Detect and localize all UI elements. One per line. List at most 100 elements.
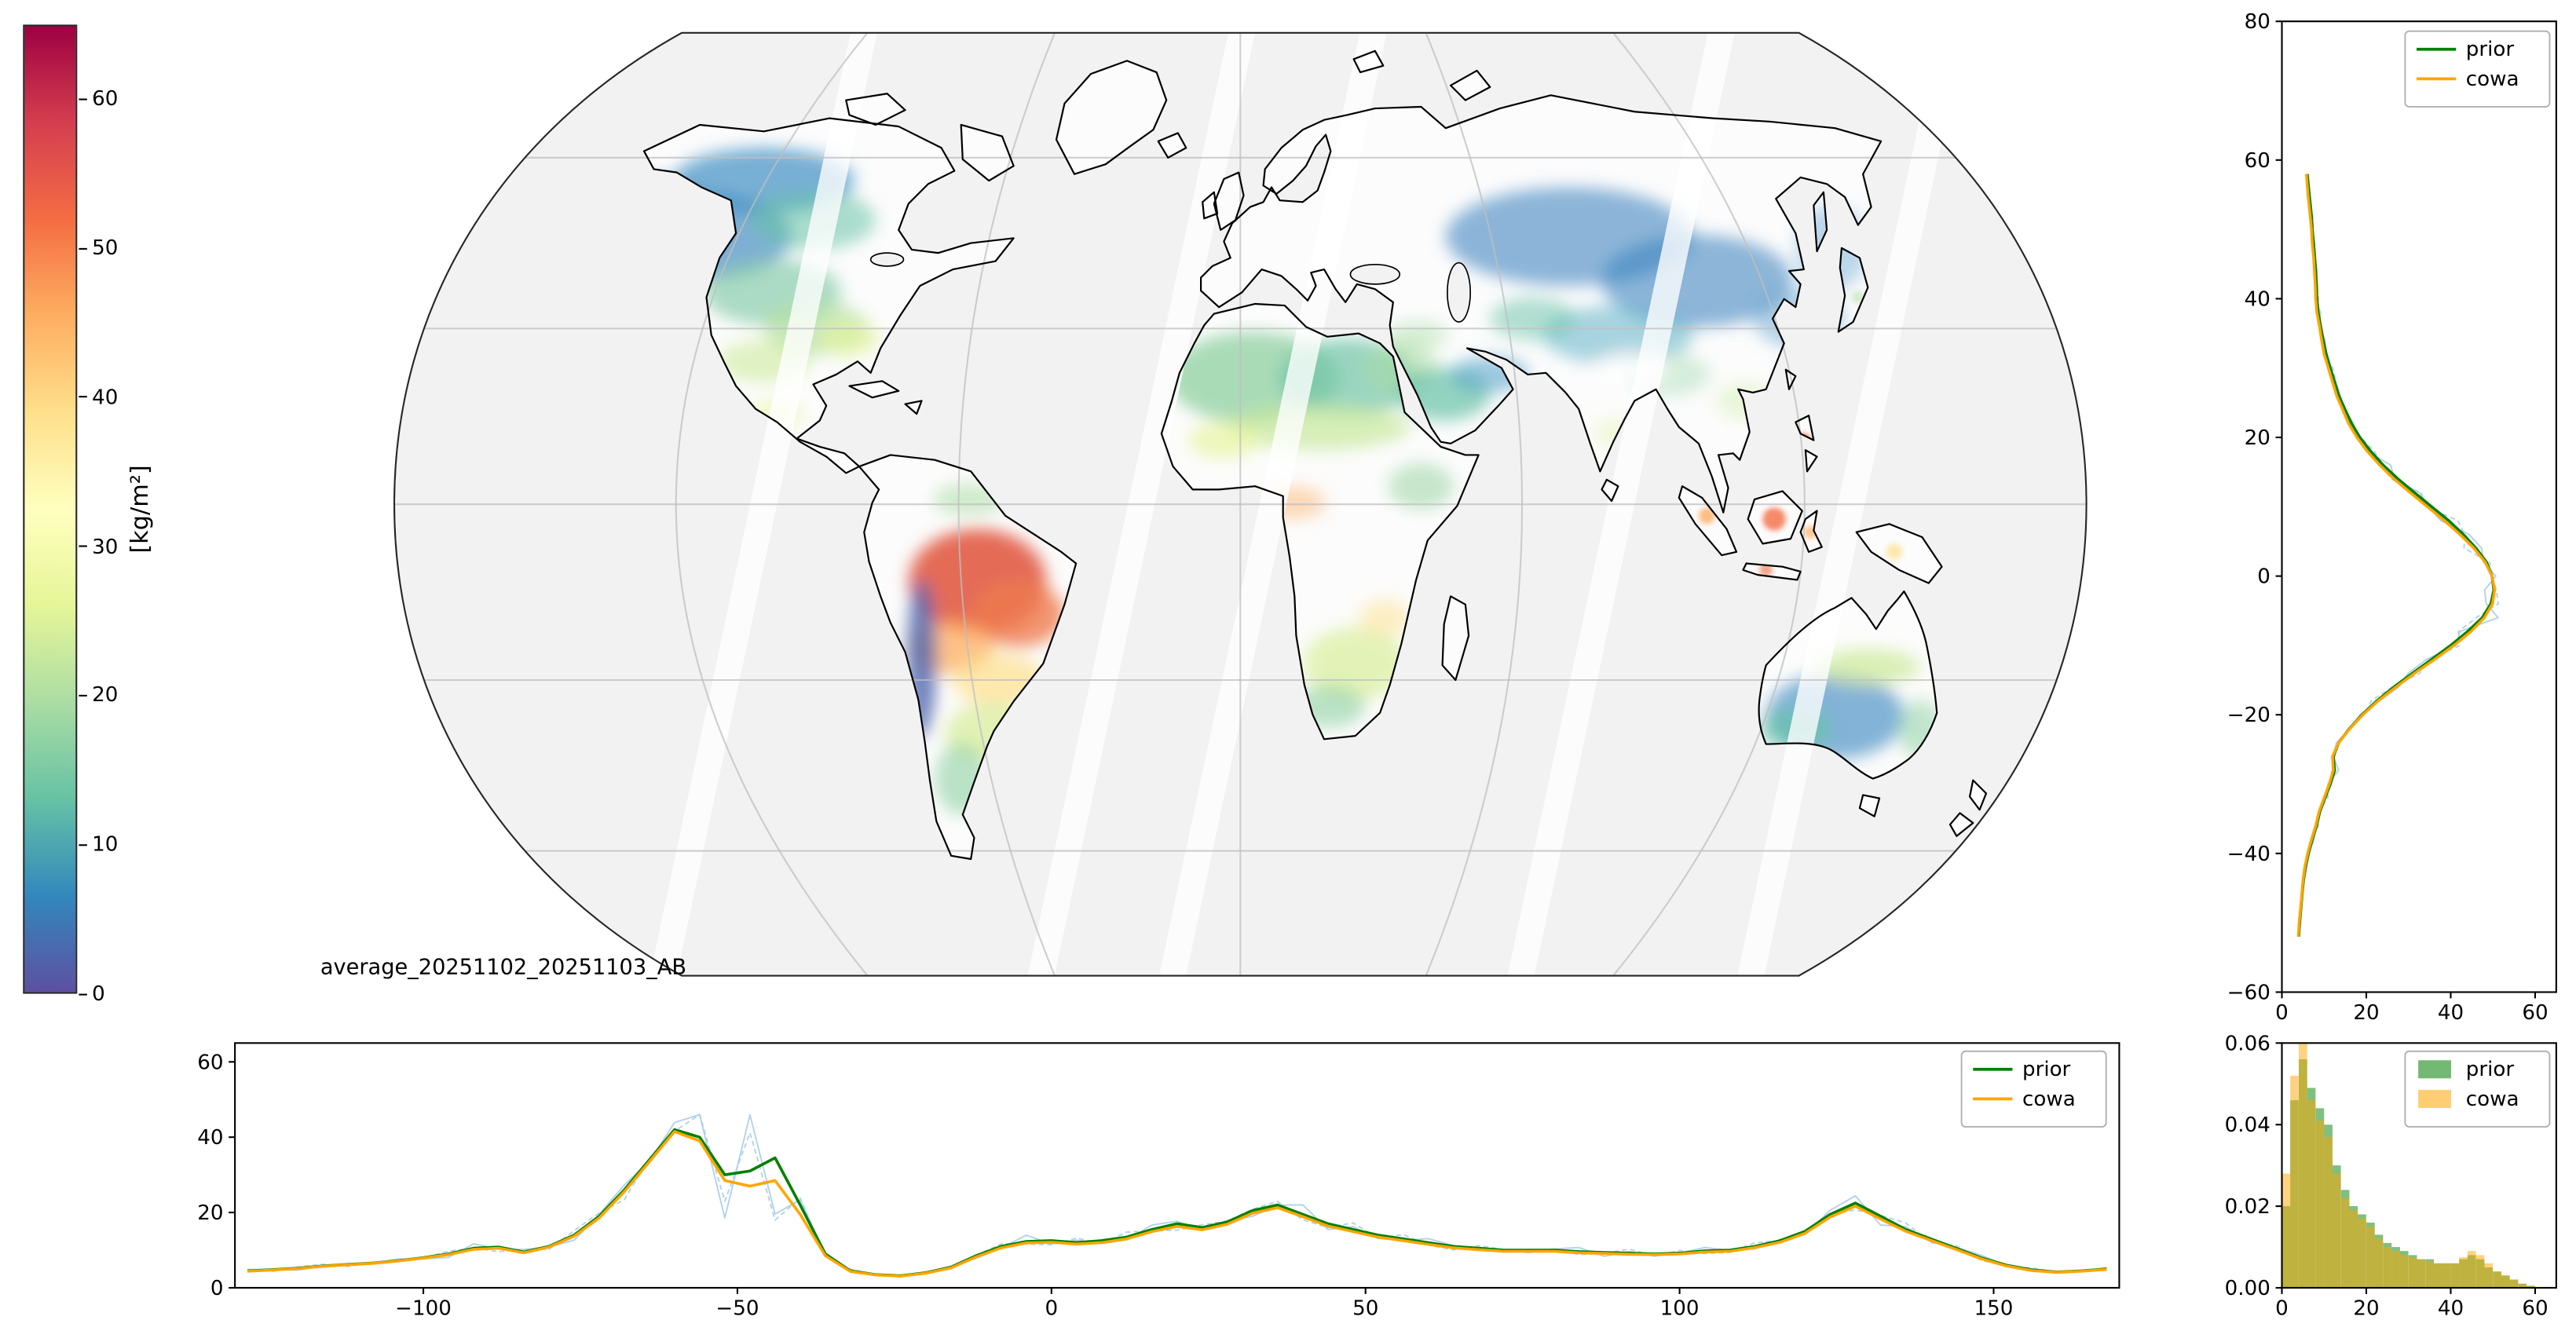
axis-ticks: 0 20 40 60 0.00 0.02 0.04 0.06 — [2225, 1032, 2549, 1320]
legend-patch-cowa — [2418, 1089, 2451, 1108]
colorbar-tick-label: 0 — [92, 980, 105, 1006]
x-tick-label: 40 — [2438, 1001, 2464, 1025]
raw-line — [2296, 174, 2499, 937]
cowa-line — [2296, 174, 2497, 937]
data-dot — [1886, 543, 1903, 561]
map-annotation: average_20251102_20251103_AB — [320, 955, 686, 979]
x-tick-label: 0 — [2275, 1001, 2289, 1025]
hist-bar — [2518, 1283, 2527, 1288]
hist-bar — [2484, 1263, 2494, 1288]
data-patch — [1302, 627, 1408, 700]
data-patch — [1601, 235, 1793, 327]
legend: prior cowa — [2404, 1050, 2551, 1128]
hist-bar — [2332, 1173, 2341, 1288]
axis-ticks: 0 20 40 60 80 60 40 20 0 −20 −40 −60 — [2227, 10, 2549, 1025]
x-tick-label: 60 — [2522, 1001, 2548, 1025]
swath-gap — [1725, 32, 1974, 976]
hist-bar — [2299, 1043, 2307, 1288]
legend-label: prior — [2466, 1058, 2515, 1081]
hist-bar — [2290, 1075, 2299, 1288]
cowa-bars — [2281, 1043, 2535, 1289]
black-sea — [1349, 263, 1401, 285]
y-tick-label: 20 — [197, 1201, 223, 1225]
cowa-line — [247, 1130, 2107, 1278]
colorbar-tick-mark — [79, 397, 86, 399]
x-tick-label: 60 — [2522, 1296, 2548, 1320]
hist-bar — [2425, 1261, 2435, 1288]
raw-line — [2297, 174, 2499, 937]
swath-gap — [638, 32, 887, 976]
world-map: average_20251102_20251103_AB — [320, 31, 2088, 979]
colorbar-tick-mark — [79, 247, 86, 250]
y-tick-label: −20 — [2227, 704, 2270, 727]
y-tick-label: 0.02 — [2225, 1195, 2270, 1219]
x-tick-label: 20 — [2353, 1001, 2379, 1025]
x-tick-label: −100 — [395, 1296, 452, 1320]
data-patch — [1815, 649, 1921, 686]
x-tick-label: 150 — [1974, 1296, 2014, 1320]
colorbar-label: [kg/m²] — [108, 24, 174, 993]
colorbar: 0 10 20 30 40 50 60 [kg/m²] — [0, 0, 263, 1018]
hist-bar — [2358, 1218, 2366, 1288]
colorbar-tick-label: 20 — [92, 682, 119, 708]
hist-bar — [2366, 1227, 2375, 1289]
hist-bar — [2383, 1247, 2392, 1288]
hist-bar — [2442, 1263, 2451, 1288]
colorbar-tick-mark — [79, 694, 86, 697]
y-tick-label: 40 — [197, 1126, 223, 1150]
hist-bar — [2307, 1100, 2316, 1288]
legend-patch-prior — [2418, 1060, 2451, 1079]
data-dot — [1759, 563, 1773, 577]
y-tick-label: 60 — [2245, 149, 2270, 173]
hist-bar — [2340, 1198, 2350, 1288]
colorbar-unit-text: [kg/m²] — [128, 465, 155, 554]
hist-bar — [2417, 1259, 2426, 1288]
data-patch — [1358, 599, 1411, 636]
coastlines — [642, 49, 1988, 861]
hist-bar — [2315, 1121, 2325, 1288]
colorbar-tick-mark — [79, 993, 86, 995]
legend: prior cowa — [1960, 1050, 2107, 1128]
y-tick-label: 0 — [2257, 565, 2270, 589]
hist-bar — [2349, 1210, 2358, 1288]
data-dot — [1698, 507, 1715, 525]
data-patch — [1388, 463, 1454, 510]
hist-bar — [2324, 1136, 2333, 1288]
zonal-mean-chart: 0 20 40 60 80 60 40 20 0 −20 −40 −60 prior cowa — [2227, 10, 2557, 1025]
y-tick-label: −60 — [2227, 981, 2270, 1004]
hist-bar — [2281, 1173, 2291, 1288]
y-tick-label: 0 — [210, 1277, 224, 1300]
prior-line — [2297, 174, 2496, 937]
data-dot — [1851, 291, 1865, 304]
colorbar-gradient — [23, 24, 78, 994]
x-tick-label: −50 — [715, 1296, 759, 1320]
x-tick-label: 20 — [2353, 1296, 2379, 1320]
x-tick-label: 0 — [1045, 1296, 1059, 1320]
legend-label: prior — [2466, 38, 2515, 61]
swath-gaps — [638, 32, 1974, 976]
data-patch — [972, 581, 1065, 648]
hist-bar — [2391, 1251, 2400, 1288]
graticule — [394, 32, 2087, 976]
legend-label: cowa — [2466, 68, 2519, 91]
y-tick-label: 80 — [2245, 10, 2270, 34]
hist-bar — [2509, 1279, 2519, 1288]
colorbar-tick-mark — [79, 545, 86, 547]
legend-label: prior — [2022, 1058, 2071, 1081]
axes-frame — [2281, 20, 2557, 993]
caspian-sea — [1447, 261, 1471, 323]
hist-bar — [2467, 1251, 2476, 1288]
colorbar-tick-label: 60 — [92, 86, 119, 111]
colorbar-tick-mark — [79, 843, 86, 846]
hist-bar — [2434, 1263, 2442, 1288]
y-tick-label: 0.06 — [2225, 1032, 2270, 1055]
colorbar-tick-label: 30 — [92, 533, 119, 558]
hist-bar — [2399, 1255, 2409, 1288]
legend: prior cowa — [2404, 30, 2551, 108]
x-tick-label: 50 — [1352, 1296, 1378, 1320]
great-lakes — [869, 252, 905, 267]
colorbar-tick-label: 50 — [92, 235, 119, 260]
swath-gap — [1147, 32, 1396, 976]
y-tick-label: 60 — [197, 1051, 223, 1074]
